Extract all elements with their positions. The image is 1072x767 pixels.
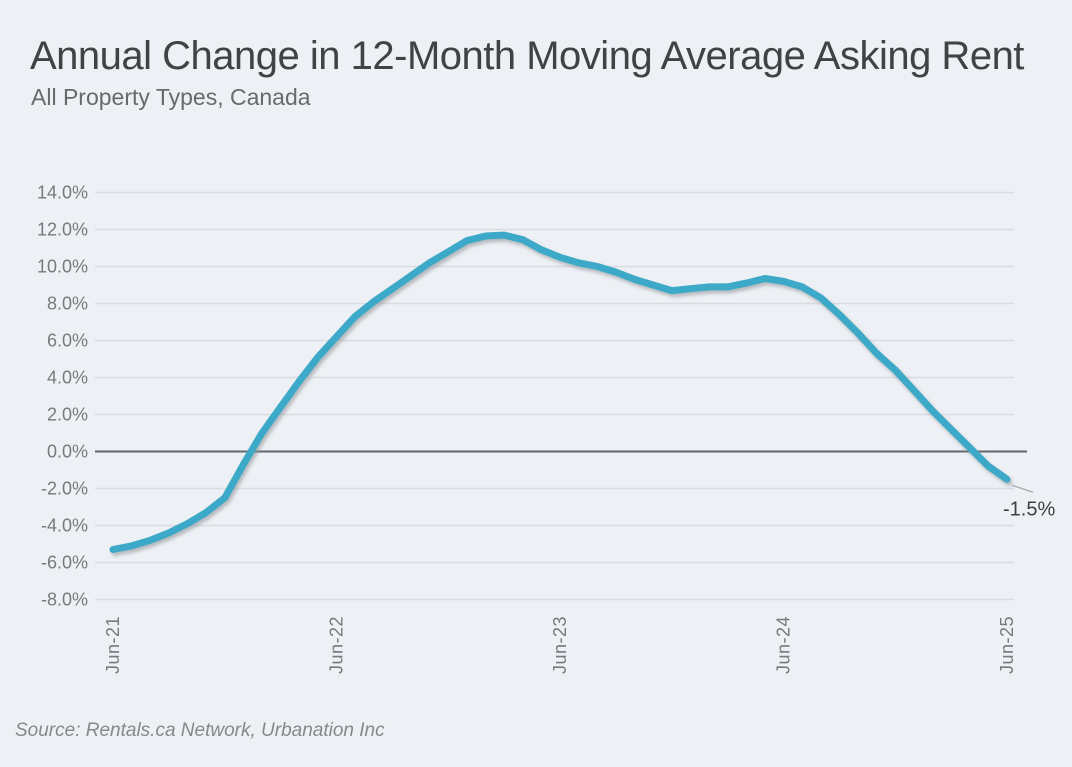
chart-title: Annual Change in 12-Month Moving Average… [30,34,1024,78]
annotation-leader-line [1011,484,1034,493]
y-tick-label: 0.0% [47,442,88,462]
y-tick-label: -4.0% [41,516,88,536]
y-tick-label: 8.0% [47,294,88,314]
source-note: Source: Rentals.ca Network, Urbanation I… [15,720,385,741]
y-tick-label: 4.0% [47,368,88,388]
y-tick-label: 14.0% [37,183,88,203]
x-tick-label: Jun-25 [997,616,1017,674]
x-tick-label: Jun-21 [103,616,123,674]
y-tick-label: 6.0% [47,331,88,351]
y-tick-label: -6.0% [41,553,88,573]
chart-subtitle: All Property Types, Canada [31,84,311,110]
y-tick-label: 2.0% [47,405,88,425]
x-tick-label: Jun-23 [550,616,570,674]
annotation-label: -1.5% [1003,498,1055,520]
x-tick-label: Jun-24 [774,616,794,674]
y-tick-label: -8.0% [41,590,88,610]
y-tick-label: 12.0% [37,220,88,240]
x-tick-label: Jun-22 [327,616,347,674]
y-tick-label: -2.0% [41,479,88,499]
trend-line [109,231,1011,553]
y-tick-label: 10.0% [37,257,88,277]
